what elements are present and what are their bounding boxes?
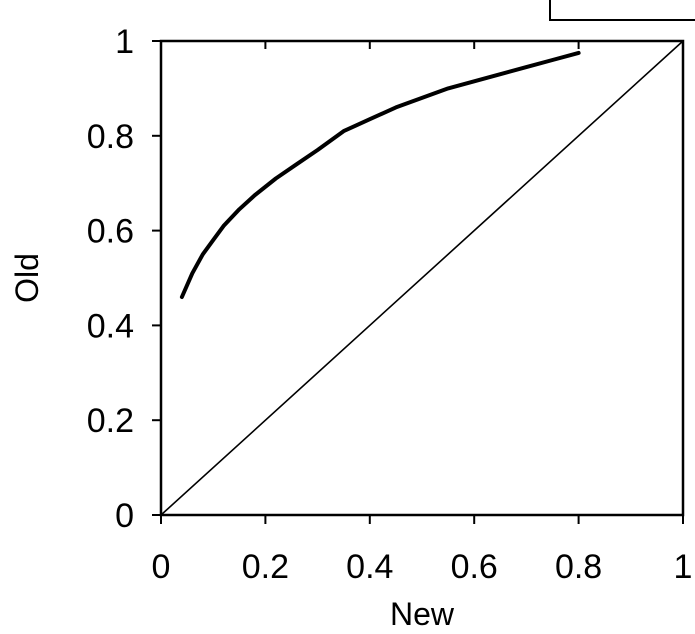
y-tick-label: 0.4	[87, 307, 134, 345]
curve-line	[179, 50, 581, 299]
y-tick-label: 1	[115, 23, 134, 61]
diagonal-line	[160, 40, 684, 516]
legend-box-fragment	[549, 0, 695, 21]
plot-frame	[159, 39, 685, 517]
x-tick-label: 0	[152, 548, 171, 586]
y-tick-label: 0.8	[87, 118, 134, 156]
x-axis-title: New	[390, 596, 455, 632]
x-tick-label: 0.6	[451, 548, 498, 586]
y-tick-label: 0.2	[87, 402, 134, 440]
x-tick-label: 0.4	[346, 548, 393, 586]
y-tick-label: 0	[115, 497, 134, 535]
x-tick-label: 1	[674, 548, 693, 586]
x-tick-label: 0.8	[555, 548, 602, 586]
x-tick-label: 0.2	[242, 548, 289, 586]
y-tick-label: 0.6	[87, 213, 134, 251]
y-axis-title: Old	[9, 253, 45, 303]
